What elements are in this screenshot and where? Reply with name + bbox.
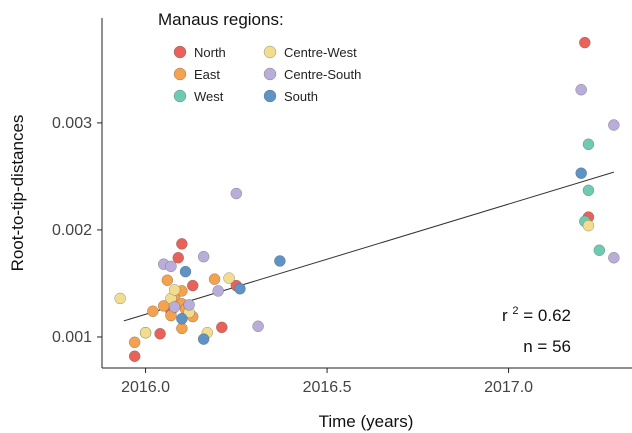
- axes: [101, 18, 632, 369]
- data-point-south: [179, 265, 192, 278]
- data-point-centre-south: [608, 119, 620, 131]
- data-point-east: [176, 322, 188, 335]
- legend-label-north: North: [194, 45, 226, 60]
- data-point-north: [187, 279, 199, 292]
- data-point-north: [176, 238, 188, 250]
- r-squared-value: = 0.62: [523, 306, 571, 325]
- data-point-south: [575, 167, 587, 179]
- data-point-centre-south: [165, 260, 177, 273]
- r-squared-superscript: 2: [512, 305, 518, 317]
- legend-label-west: West: [194, 89, 224, 104]
- r-squared-prefix: r: [502, 306, 508, 325]
- legend: Manaus regions: North East West Centre-West…: [158, 10, 361, 104]
- ticks: 2016.0 2016.5 2017.0 0.001 0.002 0.003: [52, 115, 533, 396]
- data-point-centre-south: [575, 83, 587, 96]
- x-tick-label: 2016.5: [303, 379, 352, 396]
- annotations: r 2 = 0.62 n = 56: [502, 299, 571, 356]
- y-axis-title: Root-to-tip-distances: [8, 115, 27, 272]
- data-point-north: [172, 252, 184, 264]
- r-squared-label: r 2 = 0.62: [502, 299, 571, 325]
- data-point-north: [216, 321, 228, 334]
- data-point-centre-south: [212, 285, 224, 297]
- legend-title: Manaus regions:: [158, 10, 284, 29]
- data-point-south: [234, 283, 246, 295]
- data-point-north: [154, 327, 166, 340]
- data-point-east: [128, 336, 141, 349]
- x-tick-label: 2016.0: [121, 379, 170, 396]
- y-tick-label: 0.002: [52, 222, 92, 239]
- legend-marker-centre-west: [263, 45, 277, 59]
- legend-label-centre-west: Centre-West: [284, 45, 357, 60]
- data-point-centre-south: [197, 250, 210, 263]
- data-point-centre-west: [139, 326, 152, 339]
- trend-line: [123, 171, 614, 322]
- data-point-centre-south: [230, 187, 243, 200]
- data-point-east: [161, 274, 174, 286]
- data-point-centre-south: [252, 320, 264, 333]
- data-point-centre-west: [223, 272, 235, 284]
- data-point-centre-south: [608, 252, 620, 264]
- data-points: [114, 36, 620, 362]
- data-point-east: [208, 273, 221, 285]
- data-point-centre-south: [168, 301, 181, 313]
- legend-marker-centre-south: [263, 67, 277, 81]
- data-point-west: [582, 138, 595, 151]
- y-tick-label: 0.001: [52, 329, 92, 346]
- data-point-centre-south: [183, 299, 195, 311]
- data-point-east: [147, 305, 159, 318]
- legend-label-centre-south: Centre-South: [284, 67, 361, 82]
- data-point-west: [582, 184, 595, 197]
- data-point-south: [176, 313, 188, 325]
- data-point-south: [197, 333, 210, 345]
- data-point-centre-west: [168, 284, 181, 296]
- data-point-centre-west: [582, 219, 595, 232]
- data-point-west: [593, 244, 606, 257]
- x-axis-title: Time (years): [319, 412, 414, 431]
- y-tick-label: 0.003: [52, 115, 92, 132]
- data-point-south: [274, 255, 286, 267]
- data-point-centre-west: [114, 292, 126, 305]
- data-point-north: [579, 36, 591, 49]
- data-point-north: [128, 350, 141, 362]
- legend-marker-south: [263, 89, 277, 103]
- legend-marker-west: [173, 89, 187, 103]
- legend-marker-east: [173, 67, 187, 81]
- n-label: n = 56: [523, 337, 571, 356]
- x-tick-label: 2017.0: [484, 379, 533, 396]
- legend-marker-north: [173, 45, 187, 59]
- legend-label-south: South: [284, 89, 318, 104]
- legend-label-east: East: [194, 67, 220, 82]
